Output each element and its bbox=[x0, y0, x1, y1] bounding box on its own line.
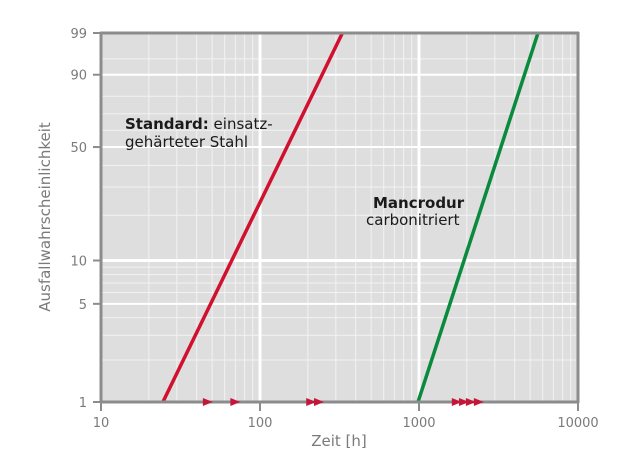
annotation-standard-line2: gehärteter Stahl bbox=[125, 133, 248, 151]
y-tick-label: 5 bbox=[79, 298, 87, 313]
x-tick-label: 100 bbox=[248, 416, 273, 431]
minor-gridlines bbox=[101, 33, 578, 402]
suspension-arrow-icon bbox=[473, 398, 484, 406]
suspension-arrow-icon bbox=[459, 398, 470, 406]
suspension-arrow-icon bbox=[230, 398, 241, 406]
y-axis-title: Ausfallwahrscheinlichkeit bbox=[36, 122, 54, 312]
y-tick-label: 1 bbox=[79, 396, 87, 411]
annotation-mancrodur-bold: Mancrodur bbox=[373, 194, 465, 212]
suspension-arrow-icon bbox=[451, 398, 462, 406]
plot-area bbox=[101, 33, 578, 402]
annotation-standard: Standard: einsatz- gehärteter Stahl bbox=[125, 115, 273, 151]
x-tick-label: 10 bbox=[93, 416, 110, 431]
annotation-standard-bold: Standard: bbox=[125, 115, 209, 133]
x-tick-label: 10000 bbox=[557, 416, 598, 431]
y-tick-label: 99 bbox=[70, 27, 87, 42]
axes bbox=[99, 31, 580, 404]
mancrodur-line bbox=[416, 32, 540, 403]
tick-marks bbox=[93, 32, 579, 411]
suspension-arrow-icon bbox=[306, 398, 317, 406]
y-tick-label: 50 bbox=[70, 141, 87, 156]
suspension-arrow-icon bbox=[202, 398, 213, 406]
annotation-mancrodur: Mancrodur carbonitriert bbox=[366, 194, 465, 229]
series-lines bbox=[161, 32, 540, 403]
suspension-arrow-icon bbox=[465, 398, 476, 406]
x-tick-label: 1000 bbox=[402, 416, 435, 431]
annotation-standard-text: einsatz- bbox=[209, 115, 273, 133]
standard-steel-line bbox=[161, 32, 344, 403]
suspension-arrow-icon bbox=[313, 398, 324, 406]
x-axis-title: Zeit [h] bbox=[311, 432, 367, 450]
y-tick-label: 10 bbox=[70, 254, 87, 269]
y-tick-label: 90 bbox=[70, 69, 87, 84]
annotation-mancrodur-line2: carbonitriert bbox=[366, 211, 460, 229]
tick-labels: 10 100 1000 10000 1 5 10 50 90 99 bbox=[70, 27, 598, 431]
svg-text:Standard: einsatz-: Standard: einsatz- bbox=[125, 115, 273, 133]
suspension-markers bbox=[202, 398, 484, 406]
major-gridlines bbox=[101, 33, 578, 402]
